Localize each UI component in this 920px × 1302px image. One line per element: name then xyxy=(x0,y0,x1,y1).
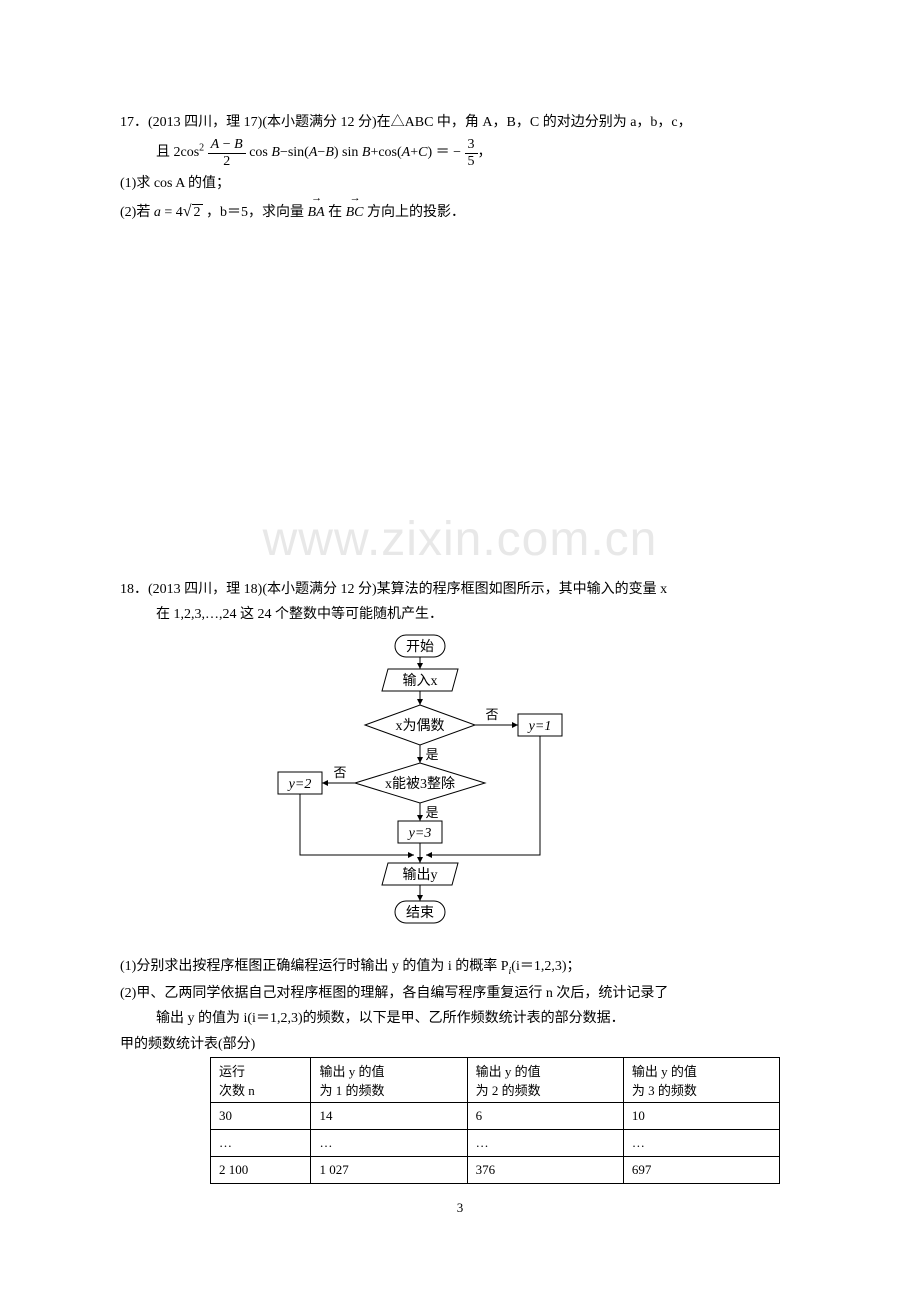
watermark: www.zixin.com.cn xyxy=(263,512,658,567)
flowchart: 开始 输入x x为偶数 否 y=1 是 x能被3整除 xyxy=(270,633,590,948)
col-header: 运行次数 n xyxy=(211,1057,311,1102)
page-number: 3 xyxy=(120,1200,800,1216)
freq-table: 运行次数 n 输出 y 的值为 1 的频数 输出 y 的值为 2 的频数 输出 … xyxy=(210,1057,780,1184)
q18-sub1-prefix: (1)分别求出按程序框图正确编程运行时输出 y 的值为 i 的概率 P xyxy=(120,959,509,974)
q18-sub1: (1)分别求出按程序框图正确编程运行时输出 y 的值为 i 的概率 Pi(i＝1… xyxy=(120,954,800,981)
node-y1: y=1 xyxy=(527,719,552,734)
label-yes2: 是 xyxy=(425,805,438,820)
table-title: 甲的频数统计表(部分) xyxy=(120,1032,800,1057)
cell: … xyxy=(467,1129,623,1156)
node-input: 输入x xyxy=(403,673,438,689)
q17-sub2-mid: ，b＝5，求向量 xyxy=(206,205,308,220)
q17-sub2: (2)若 a = 42 ，b＝5，求向量 BA 在 BC 方向上的投影． xyxy=(120,198,800,227)
q18-sub1-suffix: (i＝1,2,3)； xyxy=(511,959,580,974)
col-header: 输出 y 的值为 1 的频数 xyxy=(311,1057,467,1102)
q18-line2: 在 1,2,3,…,24 这 24 个整数中等可能随机产生． xyxy=(120,602,800,627)
table-row: … … … … xyxy=(211,1129,780,1156)
cell: 14 xyxy=(311,1102,467,1129)
cell: … xyxy=(623,1129,779,1156)
label-no2: 否 xyxy=(333,765,346,780)
table-row: 2 100 1 027 376 697 xyxy=(211,1156,780,1183)
cell: 697 xyxy=(623,1156,779,1183)
table-header-row: 运行次数 n 输出 y 的值为 1 的频数 输出 y 的值为 2 的频数 输出 … xyxy=(211,1057,780,1102)
cell: … xyxy=(211,1129,311,1156)
flowchart-svg: 开始 输入x x为偶数 否 y=1 是 x能被3整除 xyxy=(270,633,590,943)
label-yes1: 是 xyxy=(425,747,438,762)
cell: 2 100 xyxy=(211,1156,311,1183)
cell: 30 xyxy=(211,1102,311,1129)
node-y2: y=2 xyxy=(287,777,312,792)
node-y3: y=3 xyxy=(407,826,432,841)
q18-line1: 18．(2013 四川，理 18)(本小题满分 12 分)某算法的程序框图如图所… xyxy=(120,577,800,602)
table-row: 30 14 6 10 xyxy=(211,1102,780,1129)
col-header: 输出 y 的值为 3 的频数 xyxy=(623,1057,779,1102)
cell: … xyxy=(311,1129,467,1156)
q17-sub1: (1)求 cos A 的值； xyxy=(120,171,800,196)
q18-sub2b: 输出 y 的值为 i(i＝1,2,3)的频数，以下是甲、乙所作频数统计表的部分数… xyxy=(120,1006,800,1031)
q17-equation: 且 2cos2 A − B2 cos B−sin(A−B) sin B+cos(… xyxy=(120,137,800,169)
q17-line1: 17．(2013 四川，理 17)(本小题满分 12 分)在△ABC 中，角 A… xyxy=(120,110,800,135)
q18-sub2a: (2)甲、乙两同学依据自己对程序框图的理解，各自编写程序重复运行 n 次后，统计… xyxy=(120,981,800,1006)
q17-sub2-prefix: (2)若 xyxy=(120,205,154,220)
q17-sub2-end: 方向上的投影． xyxy=(367,205,465,220)
col-header: 输出 y 的值为 2 的频数 xyxy=(467,1057,623,1102)
cell: 10 xyxy=(623,1102,779,1129)
q17-sub2-mid2: 在 xyxy=(328,205,346,220)
cell: 376 xyxy=(467,1156,623,1183)
node-cond1: x为偶数 xyxy=(396,718,445,734)
label-no1: 否 xyxy=(485,707,498,722)
node-output: 输出y xyxy=(403,867,438,883)
node-end: 结束 xyxy=(406,905,434,921)
cell: 1 027 xyxy=(311,1156,467,1183)
cell: 6 xyxy=(467,1102,623,1129)
node-start: 开始 xyxy=(406,639,434,655)
node-cond2: x能被3整除 xyxy=(385,776,455,792)
